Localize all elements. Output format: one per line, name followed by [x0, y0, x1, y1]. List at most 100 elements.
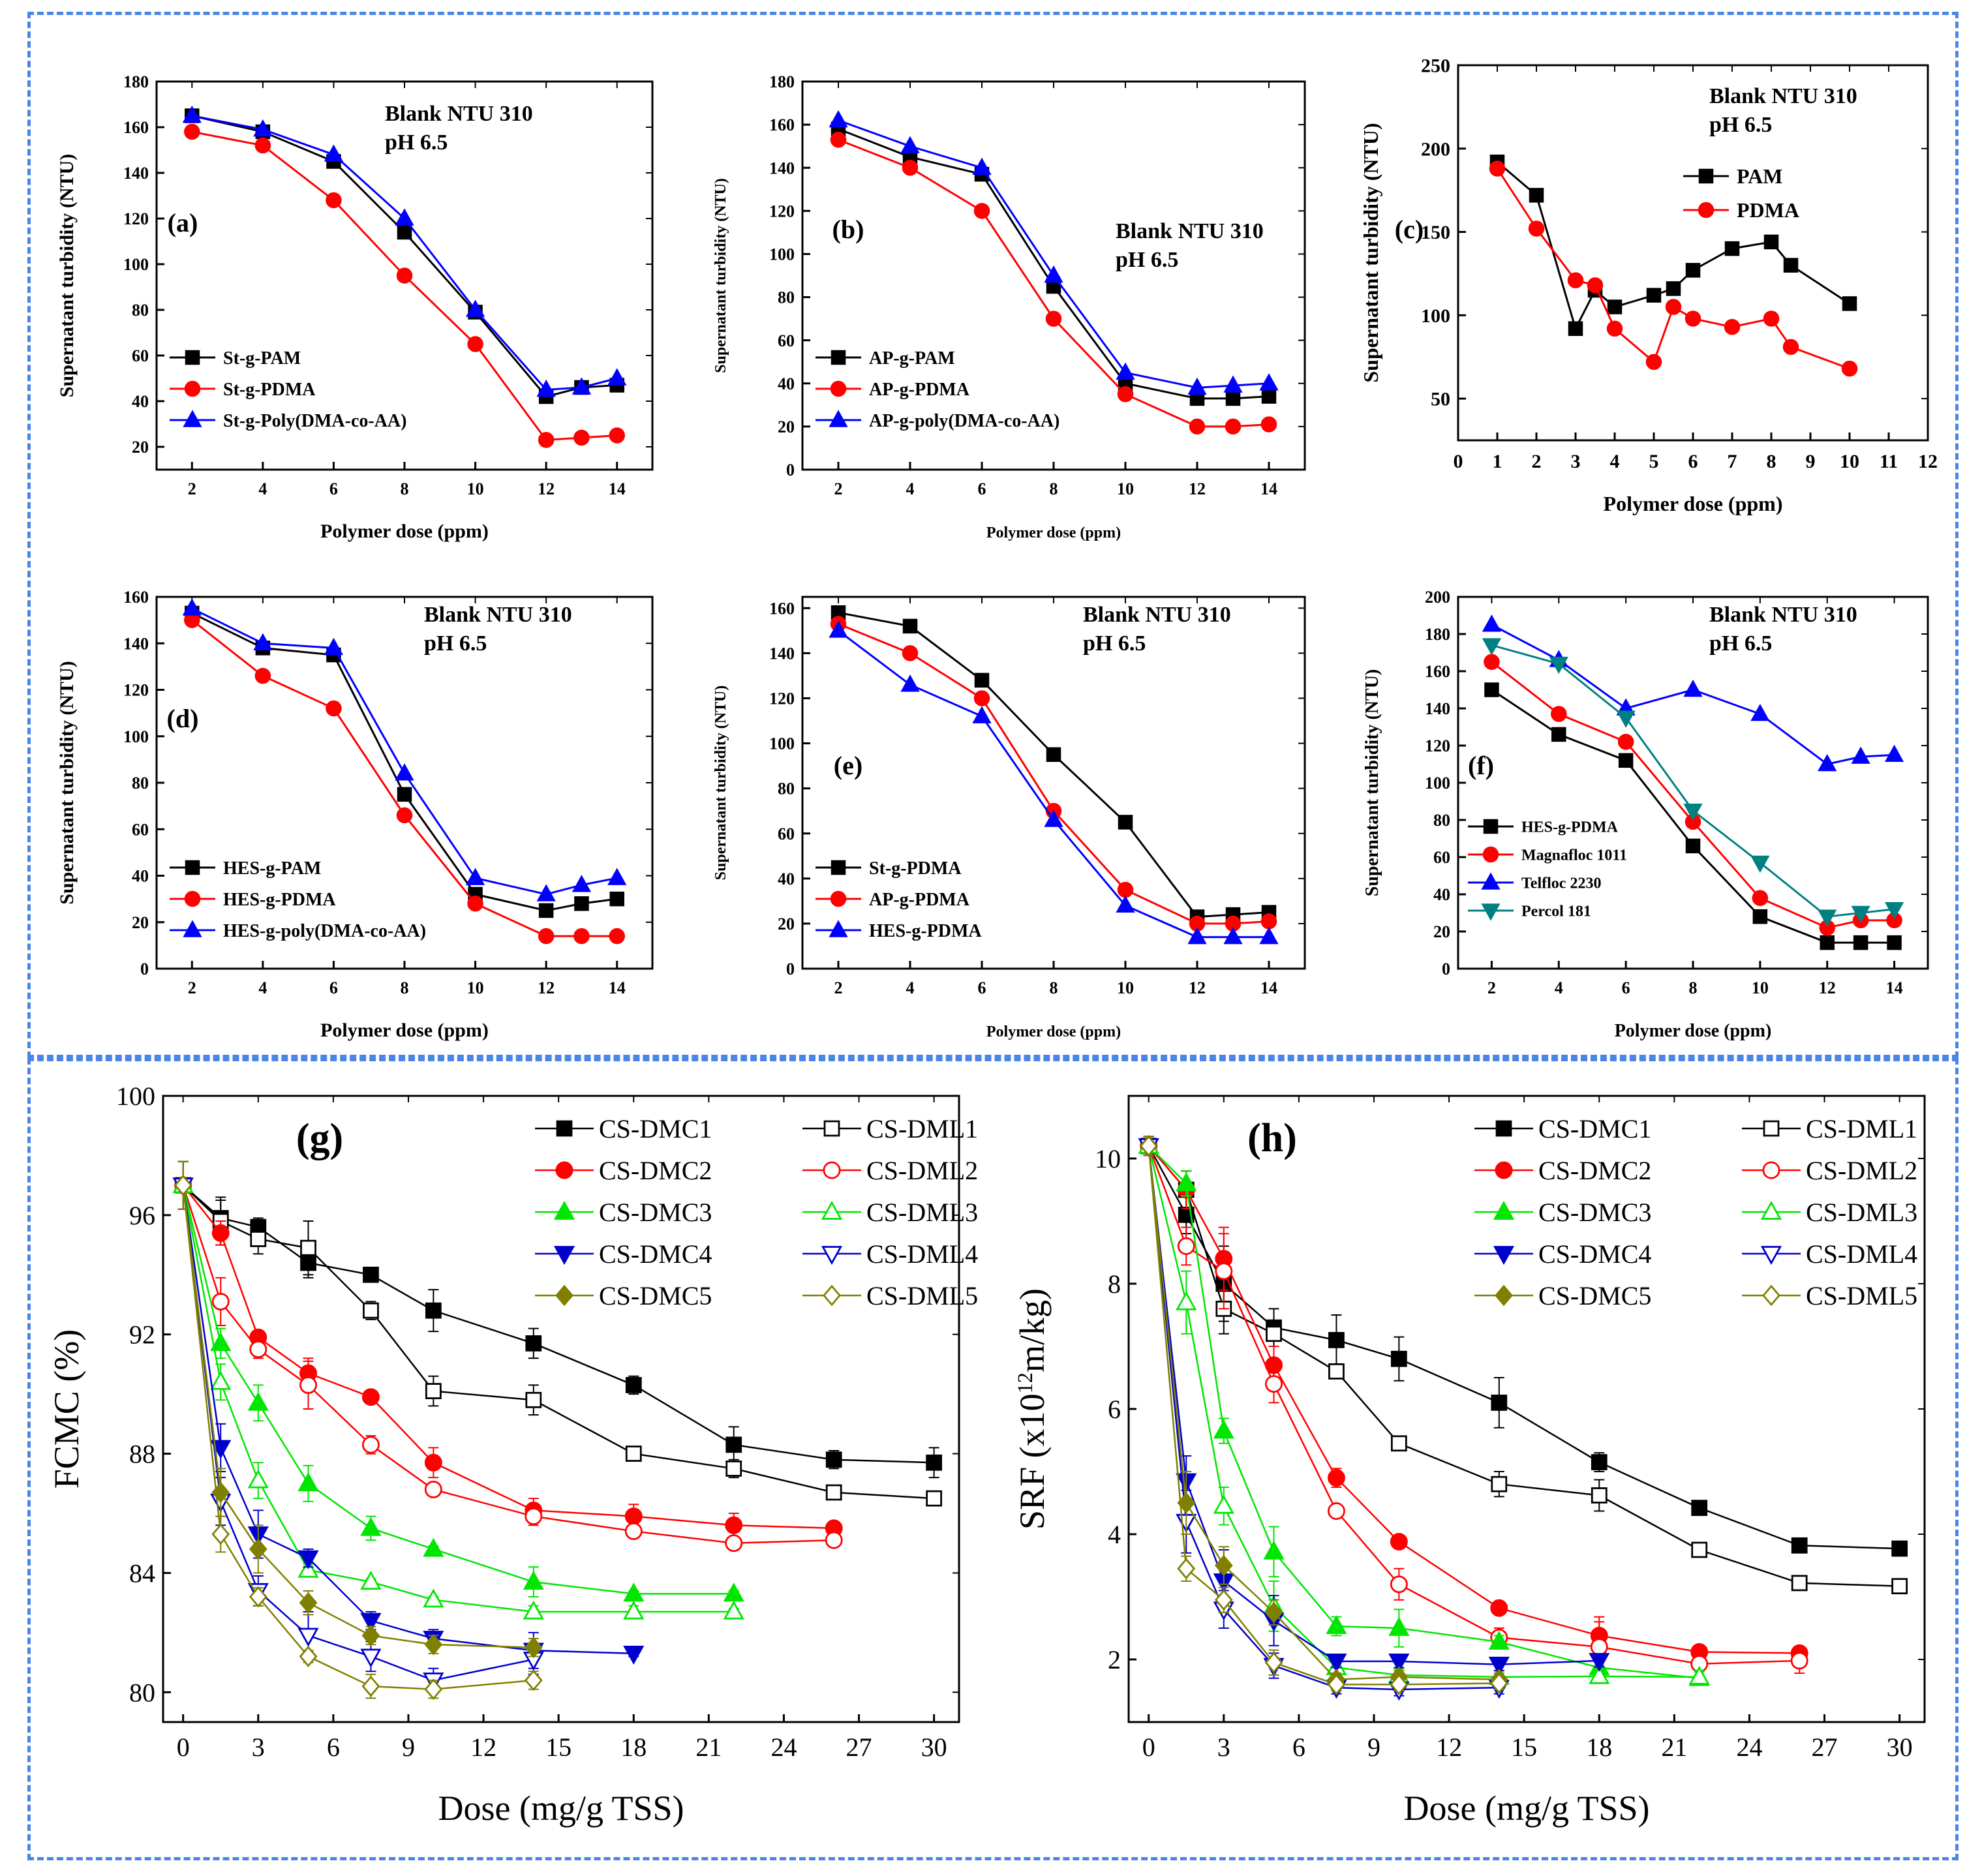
data-point — [1213, 1419, 1234, 1439]
series-line — [1148, 1145, 1900, 1550]
plot-frame — [1127, 1095, 1926, 1723]
y-tick-label: 20 — [778, 417, 795, 436]
series-Telfloc 2230 — [1482, 614, 1904, 772]
x-tick-label: 4 — [258, 978, 267, 997]
data-point — [573, 429, 590, 446]
data-point — [210, 1440, 232, 1459]
data-point — [249, 1538, 267, 1560]
series-HES-g-PDMA — [184, 612, 625, 945]
data-point — [1567, 272, 1584, 288]
data-point — [609, 928, 625, 945]
y-tick-label: 50 — [1431, 389, 1450, 410]
data-point — [725, 1436, 742, 1453]
data-point — [1783, 258, 1799, 273]
data-point — [1223, 927, 1243, 945]
legend-label: CS-DML2 — [1806, 1156, 1917, 1185]
legend-label: AP-g-PDMA — [869, 380, 970, 400]
data-point — [297, 1472, 319, 1492]
data-point — [1891, 1540, 1908, 1557]
data-point — [297, 1550, 319, 1569]
data-point — [396, 807, 413, 824]
x-tick-label: 8 — [401, 978, 409, 997]
data-point — [538, 903, 554, 918]
legend-marker — [1493, 1246, 1515, 1265]
series-line — [1148, 1145, 1600, 1665]
legend-label: Magnafloc 1011 — [1521, 847, 1627, 864]
x-tick-label: 2 — [1487, 978, 1496, 997]
series-HES-g-poly(DMA-co-AA) — [182, 598, 627, 901]
data-point — [1691, 1500, 1708, 1517]
legend-marker — [1698, 168, 1714, 184]
data-point — [184, 123, 200, 140]
y-tick-label: 40 — [132, 392, 149, 411]
legend-label: CS-DML4 — [1806, 1239, 1917, 1269]
x-tick-label: 6 — [1688, 451, 1698, 472]
legend-marker — [823, 1161, 841, 1179]
y-tick-label: 100 — [769, 734, 795, 753]
y-tick-label: 120 — [123, 681, 149, 700]
top-frame — [27, 12, 1959, 1058]
legend-marker — [1495, 1161, 1513, 1179]
x-tick-label: 8 — [1767, 451, 1776, 472]
data-point — [182, 105, 202, 123]
series-Magnafloc 1011 — [1484, 654, 1902, 936]
y-axis-label: Supernatant turbidity (NTU) — [712, 178, 729, 373]
data-point — [363, 1266, 379, 1283]
series-HES-g-PDMA — [1484, 682, 1902, 950]
y-tick-label: 120 — [123, 209, 149, 228]
data-point — [1484, 654, 1500, 670]
legend-marker — [830, 890, 847, 907]
series-line — [1148, 1145, 1800, 1665]
annotation-text: pH 6.5 — [385, 130, 448, 155]
panel-label: (f) — [1468, 751, 1494, 780]
data-point — [1790, 1652, 1808, 1670]
legend: CS-DMC1 CS-DML1 CS-DMC2 CS-DML2 CS-DMC3 CS-DM… — [1474, 1114, 1917, 1310]
data-point — [299, 1376, 317, 1394]
chart-panel-c: 0 1 2 3 4 5 6 7 8 9 10 11 12 50 100 150 200 250 Polymer do… — [1350, 39, 1964, 554]
data-point — [1617, 734, 1634, 750]
chart-panel-a: 2 4 6 8 10 12 14 20 40 60 80 100 120 140 160 180 Polymer… — [46, 39, 659, 554]
data-point — [1482, 614, 1502, 632]
chart-panel-d: 2 4 6 8 10 12 14 0 20 40 60 80 100 120 140 160 Polymer d… — [46, 561, 659, 1050]
y-tick-label: 20 — [132, 438, 149, 457]
x-tick-label: 3 — [252, 1732, 265, 1762]
legend-marker — [823, 1120, 840, 1137]
data-point — [1261, 389, 1277, 404]
panel-label: (g) — [296, 1116, 343, 1160]
y-tick-label: 100 — [123, 727, 149, 746]
legend-label: St-g-PDMA — [869, 858, 962, 879]
series-PDMA — [1489, 160, 1858, 377]
data-point — [1263, 1540, 1285, 1560]
y-tick-label: 60 — [132, 346, 149, 365]
y-tick-label: 150 — [1421, 222, 1450, 243]
data-point — [424, 1678, 443, 1701]
data-point — [253, 633, 273, 650]
legend-label: AP-g-PDMA — [869, 890, 970, 910]
x-tick-label: 12 — [1436, 1732, 1462, 1762]
data-point — [1176, 1172, 1197, 1192]
data-point — [1791, 1575, 1808, 1592]
series-CS-DMC2 — [174, 1160, 843, 1538]
data-point — [1177, 1492, 1196, 1514]
y-tick-label: 88 — [129, 1440, 155, 1469]
legend-marker — [1698, 202, 1715, 219]
data-point — [247, 1469, 269, 1489]
annotation-text: Blank NTU 310 — [424, 603, 572, 627]
legend-marker — [1762, 1284, 1780, 1307]
x-tick-label: 8 — [401, 479, 409, 498]
series-line — [838, 629, 1269, 939]
data-point — [423, 1537, 444, 1557]
chart-g-svg: 0 3 6 9 12 15 18 21 24 27 30 80 84 88 92 96 100 Dose (mg/… — [47, 1082, 978, 1828]
legend-marker — [1495, 1120, 1512, 1137]
data-point — [825, 1451, 842, 1468]
data-point — [525, 1507, 543, 1526]
x-tick-label: 9 — [1806, 451, 1816, 472]
panel-label: (a) — [168, 208, 198, 237]
data-point — [1328, 1363, 1345, 1380]
series-line — [838, 623, 1270, 925]
y-tick-label: 4 — [1108, 1520, 1121, 1549]
y-axis-label: Supernatant turbidity (NTU) — [56, 661, 78, 904]
x-tick-label: 14 — [1886, 978, 1903, 997]
